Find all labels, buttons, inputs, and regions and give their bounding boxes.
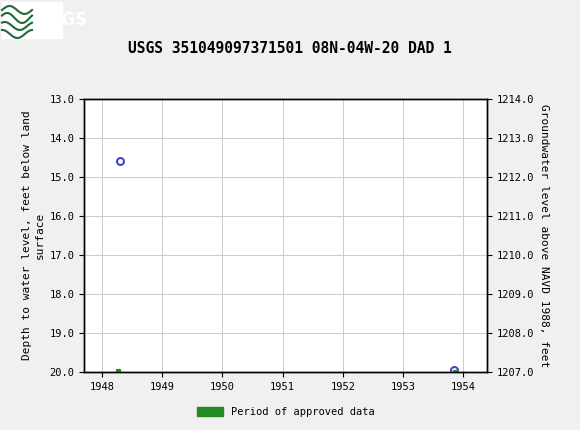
Y-axis label: Groundwater level above NAVD 1988, feet: Groundwater level above NAVD 1988, feet	[539, 104, 549, 367]
Legend: Period of approved data: Period of approved data	[193, 403, 379, 421]
FancyBboxPatch shape	[2, 2, 62, 38]
Text: USGS: USGS	[37, 11, 88, 29]
Text: USGS 351049097371501 08N-04W-20 DAD 1: USGS 351049097371501 08N-04W-20 DAD 1	[128, 41, 452, 56]
Y-axis label: Depth to water level, feet below land
surface: Depth to water level, feet below land su…	[22, 111, 45, 360]
